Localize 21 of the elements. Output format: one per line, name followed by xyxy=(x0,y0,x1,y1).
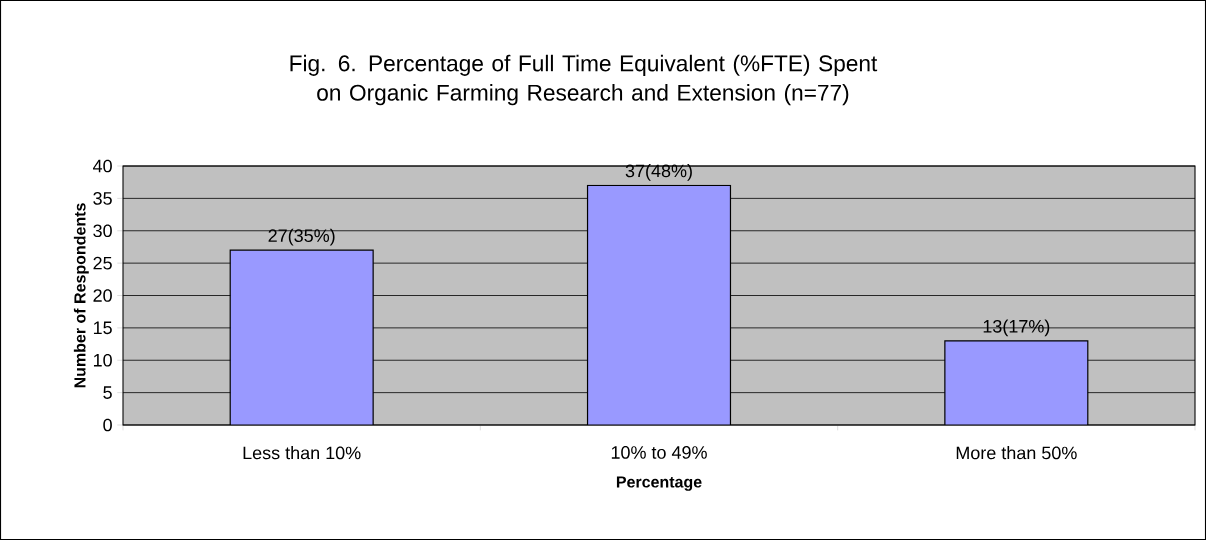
bar xyxy=(586,184,732,425)
y-axis-title: Number of Respondents xyxy=(73,203,89,388)
y-tick-label: 5 xyxy=(103,386,112,399)
x-tick-label: More than 50% xyxy=(956,446,1077,460)
bar xyxy=(229,249,374,425)
x-tick-label: 10% to 49% xyxy=(611,446,707,459)
y-tick-label: 25 xyxy=(93,256,112,270)
data-label: 27(35%) xyxy=(268,228,335,246)
chart-title: Fig. 6. Percentage of Full Time Equivalent (%FTE) Spent on Organic Farming Research and Extension (n=77) xyxy=(290,54,878,106)
y-tick-label: 15 xyxy=(93,321,112,335)
y-tick-label: 40 xyxy=(93,159,112,173)
y-tick-label: 30 xyxy=(93,224,112,238)
y-tick-label: 10 xyxy=(93,353,112,367)
data-label: 37(48%) xyxy=(625,164,692,181)
y-tick-label: 35 xyxy=(93,192,112,205)
x-axis-title: Percentage xyxy=(616,476,702,491)
data-label: 13(17%) xyxy=(983,319,1050,337)
bar xyxy=(944,340,1089,425)
y-tick-label: 0 xyxy=(103,418,112,432)
y-tick-label: 20 xyxy=(93,289,112,302)
x-tick-label: Less than 10% xyxy=(243,446,361,460)
